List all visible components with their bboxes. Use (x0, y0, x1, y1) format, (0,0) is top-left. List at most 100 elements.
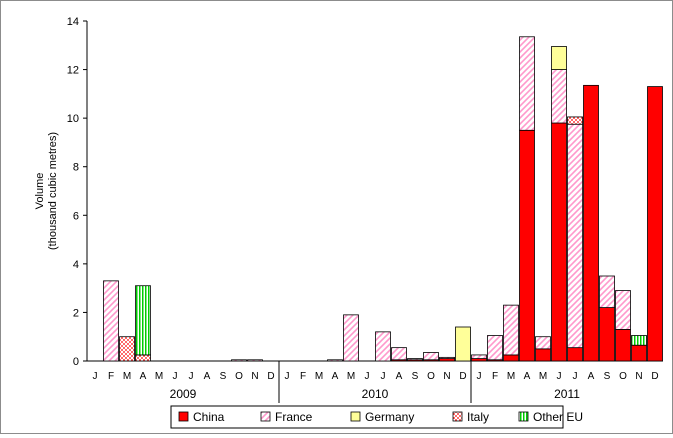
x-tick-label: D (651, 371, 658, 382)
bar-segment (407, 358, 423, 361)
bar-segment (519, 129, 535, 362)
bar-segment (423, 352, 439, 361)
x-tick-label: S (220, 371, 227, 382)
legend-swatch (452, 411, 463, 422)
legend-label: China (193, 410, 225, 424)
legend-label: Italy (467, 410, 489, 424)
year-label: 2009 (170, 387, 197, 401)
x-axis: J F M A M J J A S O N D J F M A M J J A S O N D J F M A M J J A S O N D2009… (87, 360, 663, 403)
bar-segment (119, 336, 135, 362)
bar-segment (503, 354, 519, 362)
x-tick-label: N (251, 371, 258, 382)
bar-segment (375, 331, 391, 362)
bar-segment (343, 314, 359, 362)
x-tick-label: O (619, 371, 627, 382)
year-label: 2010 (362, 387, 389, 401)
bar-segment (615, 290, 631, 330)
x-tick-label: A (332, 371, 339, 382)
bar-segment (455, 326, 471, 362)
bar-segment (231, 359, 247, 362)
bar-segment (535, 348, 551, 362)
x-tick-label: J (189, 371, 194, 382)
y-axis: 0 2 4 6 8 10 12 14 (67, 16, 88, 368)
bar-segment (599, 275, 615, 308)
x-tick-label: M (123, 371, 131, 382)
bars (103, 36, 663, 362)
x-tick-label: F (300, 371, 306, 382)
legend-label: Germany (365, 410, 414, 424)
bar-segment (503, 304, 519, 356)
bar-segment (487, 335, 503, 361)
y-tick-label: 0 (73, 356, 79, 368)
x-tick-label: F (492, 371, 498, 382)
x-tick-label: J (285, 371, 290, 382)
bar-segment (615, 329, 631, 362)
bar-segment (327, 359, 343, 362)
x-tick-label: J (93, 371, 98, 382)
x-tick-label: A (396, 371, 403, 382)
bar-segment (631, 344, 647, 362)
bar-segment (551, 46, 567, 70)
bar-segment (567, 123, 583, 349)
bar-segment (535, 336, 551, 350)
x-tick-label: M (507, 371, 515, 382)
x-tick-label: F (108, 371, 114, 382)
legend-box (170, 405, 564, 429)
x-tick-label: O (427, 371, 435, 382)
x-tick-label: O (235, 371, 243, 382)
x-tick-label: J (381, 371, 386, 382)
x-tick-label: M (315, 371, 323, 382)
x-tick-label: A (204, 371, 211, 382)
bar-segment (247, 359, 263, 362)
bar-segment (135, 354, 151, 362)
x-tick-label: N (635, 371, 642, 382)
y-tick-label: 14 (67, 16, 79, 28)
bar-segment (583, 84, 599, 362)
bar-segment (567, 116, 583, 125)
x-tick-label: J (365, 371, 370, 382)
legend-label: France (275, 410, 313, 424)
x-tick-label: A (140, 371, 147, 382)
bar-segment (599, 307, 615, 362)
legend-swatch (260, 411, 271, 422)
bar-segment (551, 122, 567, 362)
bar-segment (103, 280, 119, 362)
y-tick-label: 2 (73, 307, 79, 319)
bar-segment (647, 86, 663, 362)
x-tick-label: J (557, 371, 562, 382)
y-tick-label: 6 (73, 210, 79, 222)
x-tick-label: N (443, 371, 450, 382)
x-tick-label: S (412, 371, 419, 382)
bar-segment (135, 285, 151, 356)
x-tick-label: M (539, 371, 547, 382)
x-tick-label: D (267, 371, 274, 382)
legend-swatch (518, 411, 529, 422)
bar-segment (631, 335, 647, 346)
x-tick-label: J (173, 371, 178, 382)
y-axis-title-line: Volume (34, 173, 46, 210)
y-tick-label: 10 (67, 113, 79, 125)
y-tick-label: 4 (73, 259, 79, 271)
x-tick-label: M (155, 371, 163, 382)
y-axis-title: Volume (thousand cubic metres) (34, 132, 59, 250)
x-tick-label: J (477, 371, 482, 382)
year-label: 2011 (554, 387, 580, 401)
y-tick-label: 8 (73, 162, 79, 174)
y-tick-label: 12 (67, 65, 79, 77)
x-tick-label: A (524, 371, 531, 382)
bar-segment (551, 69, 567, 124)
x-tick-label: J (573, 371, 578, 382)
legend-swatch (350, 411, 361, 422)
legend-swatch (178, 411, 189, 422)
bar-segment (519, 36, 535, 131)
legend: China France Germany Italy Other EU (170, 405, 583, 429)
x-tick-label: A (588, 371, 595, 382)
x-tick-label: D (459, 371, 466, 382)
x-tick-label: M (347, 371, 355, 382)
y-axis-title-line: (thousand cubic metres) (47, 132, 59, 250)
bar-segment (567, 347, 583, 362)
x-tick-label: S (604, 371, 611, 382)
bar-segment (439, 356, 455, 359)
